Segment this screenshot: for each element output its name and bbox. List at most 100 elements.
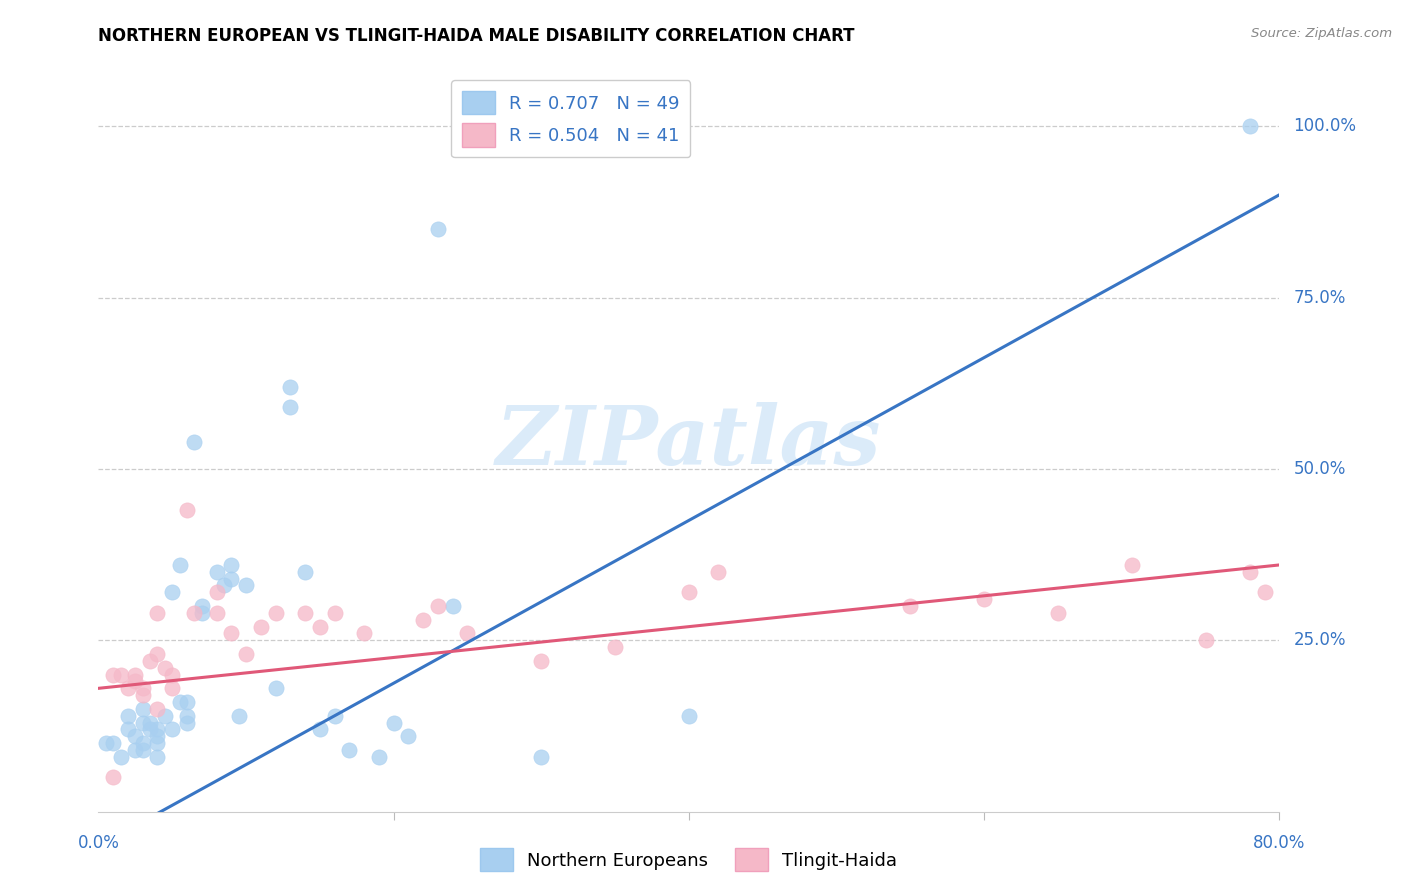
- Point: [176, 503, 198, 517]
- Point: [124, 743, 146, 757]
- Point: [176, 715, 198, 730]
- Point: [146, 750, 169, 764]
- Point: [219, 626, 243, 640]
- Point: [176, 708, 198, 723]
- Point: [456, 626, 478, 640]
- Point: [191, 599, 214, 613]
- Point: [162, 585, 183, 599]
- Point: [124, 667, 146, 681]
- Point: [250, 619, 273, 633]
- Point: [139, 723, 162, 737]
- Point: [183, 434, 205, 449]
- Point: [124, 729, 146, 743]
- Point: [117, 708, 139, 723]
- Point: [441, 599, 464, 613]
- Point: [162, 723, 183, 737]
- Text: 0.0%: 0.0%: [77, 834, 120, 852]
- Text: Source: ZipAtlas.com: Source: ZipAtlas.com: [1251, 27, 1392, 40]
- Point: [139, 654, 162, 668]
- Point: [162, 667, 183, 681]
- Text: 25.0%: 25.0%: [1294, 632, 1346, 649]
- Text: NORTHERN EUROPEAN VS TLINGIT-HAIDA MALE DISABILITY CORRELATION CHART: NORTHERN EUROPEAN VS TLINGIT-HAIDA MALE …: [98, 27, 855, 45]
- Point: [146, 729, 169, 743]
- Point: [278, 401, 302, 415]
- Point: [678, 708, 700, 723]
- Point: [191, 606, 214, 620]
- Point: [973, 592, 995, 607]
- Point: [146, 736, 169, 750]
- Point: [530, 750, 553, 764]
- Point: [605, 640, 627, 655]
- Point: [707, 565, 730, 579]
- Point: [169, 558, 191, 572]
- Point: [169, 695, 191, 709]
- Point: [1239, 565, 1261, 579]
- Legend: R = 0.707   N = 49, R = 0.504   N = 41: R = 0.707 N = 49, R = 0.504 N = 41: [451, 80, 690, 158]
- Point: [103, 667, 125, 681]
- Point: [124, 674, 146, 689]
- Point: [278, 380, 302, 394]
- Point: [219, 572, 243, 586]
- Point: [219, 558, 243, 572]
- Point: [294, 606, 316, 620]
- Point: [146, 702, 169, 716]
- Point: [205, 565, 228, 579]
- Point: [427, 222, 450, 236]
- Legend: Northern Europeans, Tlingit-Haida: Northern Europeans, Tlingit-Haida: [474, 841, 904, 879]
- Text: 50.0%: 50.0%: [1294, 460, 1346, 478]
- Point: [183, 606, 205, 620]
- Point: [205, 606, 228, 620]
- Text: 80.0%: 80.0%: [1253, 834, 1306, 852]
- Point: [323, 606, 346, 620]
- Point: [139, 715, 162, 730]
- Point: [153, 708, 176, 723]
- Point: [396, 729, 419, 743]
- Text: 100.0%: 100.0%: [1294, 117, 1357, 136]
- Point: [412, 613, 434, 627]
- Point: [530, 654, 553, 668]
- Point: [368, 750, 391, 764]
- Point: [132, 688, 155, 702]
- Point: [353, 626, 375, 640]
- Point: [153, 661, 176, 675]
- Point: [678, 585, 700, 599]
- Point: [110, 750, 132, 764]
- Point: [162, 681, 183, 696]
- Point: [132, 702, 155, 716]
- Point: [309, 619, 332, 633]
- Point: [110, 667, 132, 681]
- Point: [132, 736, 155, 750]
- Point: [132, 715, 155, 730]
- Point: [103, 771, 125, 785]
- Point: [382, 715, 405, 730]
- Point: [1121, 558, 1143, 572]
- Point: [235, 647, 257, 661]
- Point: [146, 723, 169, 737]
- Point: [117, 681, 139, 696]
- Point: [228, 708, 250, 723]
- Point: [264, 606, 287, 620]
- Point: [1195, 633, 1218, 648]
- Point: [117, 723, 139, 737]
- Point: [337, 743, 360, 757]
- Point: [235, 578, 257, 592]
- Point: [1239, 119, 1261, 133]
- Point: [94, 736, 117, 750]
- Point: [323, 708, 346, 723]
- Point: [900, 599, 922, 613]
- Point: [103, 736, 125, 750]
- Text: 75.0%: 75.0%: [1294, 289, 1346, 307]
- Point: [205, 585, 228, 599]
- Point: [146, 647, 169, 661]
- Point: [309, 723, 332, 737]
- Point: [132, 681, 155, 696]
- Point: [212, 578, 235, 592]
- Point: [427, 599, 450, 613]
- Point: [294, 565, 316, 579]
- Point: [176, 695, 198, 709]
- Text: ZIPatlas: ZIPatlas: [496, 401, 882, 482]
- Point: [146, 606, 169, 620]
- Point: [132, 743, 155, 757]
- Point: [1046, 606, 1069, 620]
- Point: [1254, 585, 1277, 599]
